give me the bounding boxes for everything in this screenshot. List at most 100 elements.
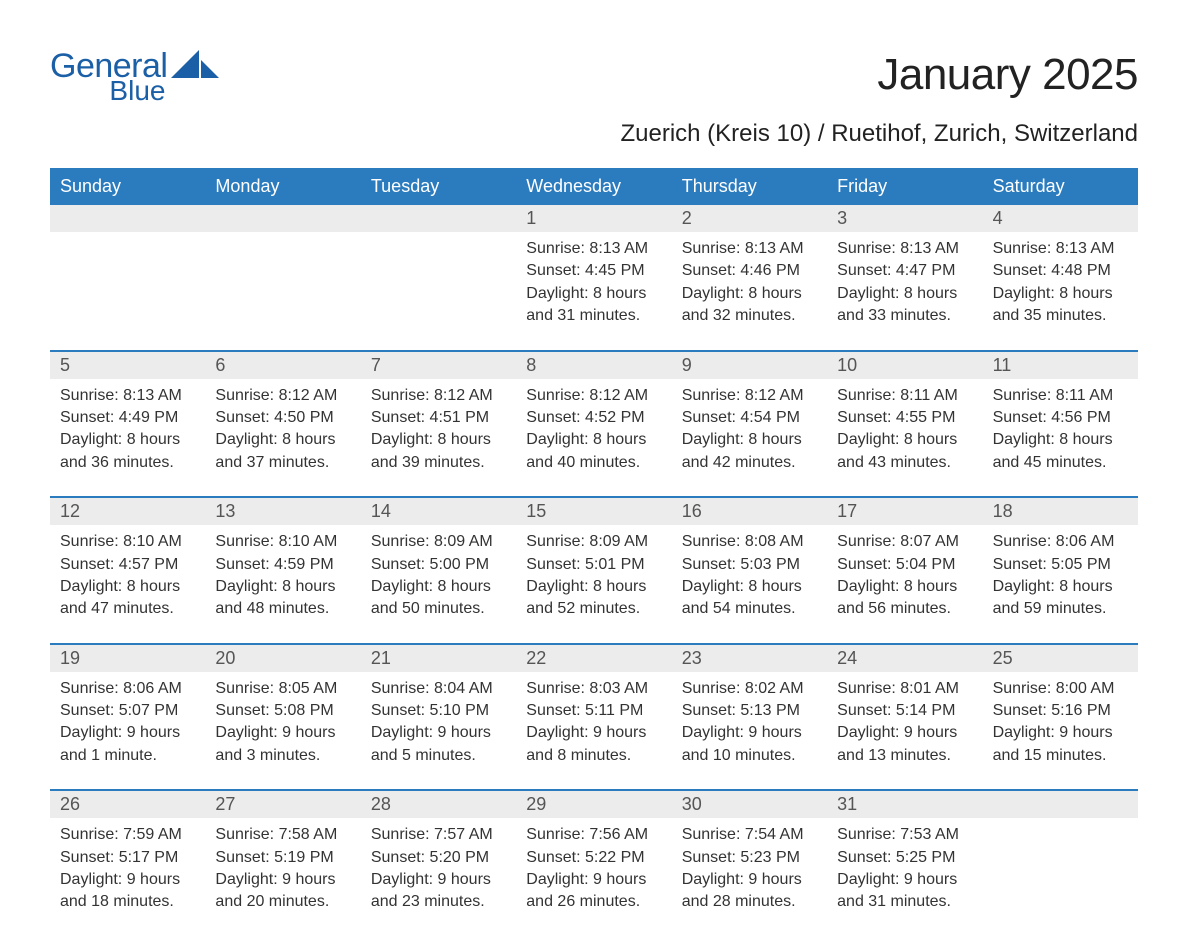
day-cell: Sunrise: 8:13 AMSunset: 4:45 PMDaylight:… bbox=[516, 232, 671, 328]
daylight-text: Daylight: 8 hours bbox=[371, 576, 508, 598]
sunrise-text: Sunrise: 7:54 AM bbox=[682, 824, 819, 846]
day-cell: Sunrise: 8:09 AMSunset: 5:00 PMDaylight:… bbox=[361, 525, 516, 621]
daylight-text: and 32 minutes. bbox=[682, 305, 819, 327]
day-cell: Sunrise: 8:13 AMSunset: 4:46 PMDaylight:… bbox=[672, 232, 827, 328]
daylight-text: Daylight: 8 hours bbox=[682, 429, 819, 451]
week-body-row: Sunrise: 8:10 AMSunset: 4:57 PMDaylight:… bbox=[50, 525, 1138, 643]
sunset-text: Sunset: 5:05 PM bbox=[993, 554, 1130, 576]
day-number: 4 bbox=[983, 205, 1138, 232]
brand-logo-text: General Blue bbox=[50, 50, 167, 105]
sunset-text: Sunset: 5:17 PM bbox=[60, 847, 197, 869]
day-number: 18 bbox=[983, 498, 1138, 525]
week-block: 19202122232425Sunrise: 8:06 AMSunset: 5:… bbox=[50, 643, 1138, 790]
daylight-text: and 37 minutes. bbox=[215, 452, 352, 474]
sunrise-text: Sunrise: 8:05 AM bbox=[215, 678, 352, 700]
day-number: 7 bbox=[361, 352, 516, 379]
day-number: 27 bbox=[205, 791, 360, 818]
sunset-text: Sunset: 4:47 PM bbox=[837, 260, 974, 282]
daylight-text: and 48 minutes. bbox=[215, 598, 352, 620]
sunset-text: Sunset: 5:03 PM bbox=[682, 554, 819, 576]
sunrise-text: Sunrise: 8:12 AM bbox=[371, 385, 508, 407]
sunset-text: Sunset: 5:01 PM bbox=[526, 554, 663, 576]
location-text: Zuerich (Kreis 10) / Ruetihof, Zurich, S… bbox=[620, 120, 1138, 148]
sunrise-text: Sunrise: 8:11 AM bbox=[837, 385, 974, 407]
sunrise-text: Sunrise: 7:57 AM bbox=[371, 824, 508, 846]
sunrise-text: Sunrise: 8:07 AM bbox=[837, 531, 974, 553]
week-body-row: Sunrise: 8:13 AMSunset: 4:49 PM Daylight:… bbox=[50, 379, 1138, 497]
day-cell: Sunrise: 8:01 AMSunset: 5:14 PMDaylight:… bbox=[827, 672, 982, 768]
daylight-text: Daylight: 8 hours bbox=[993, 576, 1130, 598]
day-cell: Sunrise: 8:04 AMSunset: 5:10 PMDaylight:… bbox=[361, 672, 516, 768]
daylight-text: and 43 minutes. bbox=[837, 452, 974, 474]
daylight-text: and 40 minutes. bbox=[526, 452, 663, 474]
day-cell: Sunrise: 8:12 AMSunset: 4:50 PMDaylight:… bbox=[205, 379, 360, 475]
sunrise-text: Sunrise: 7:58 AM bbox=[215, 824, 352, 846]
brand-logo: General Blue bbox=[50, 50, 219, 105]
day-number: 5 bbox=[50, 352, 205, 379]
day-number-row: 262728293031. bbox=[50, 789, 1138, 818]
daylight-text: Daylight: 8 hours bbox=[371, 429, 508, 451]
daylight-text: Daylight: 9 hours bbox=[60, 869, 197, 891]
day-cell: Sunrise: 7:57 AMSunset: 5:20 PMDaylight:… bbox=[361, 818, 516, 914]
day-number: 22 bbox=[516, 645, 671, 672]
day-number: 30 bbox=[672, 791, 827, 818]
day-number: 14 bbox=[361, 498, 516, 525]
weekday-header: Wednesday bbox=[516, 168, 671, 205]
sunset-text: Sunset: 4:48 PM bbox=[993, 260, 1130, 282]
sunset-text: Sunset: 5:04 PM bbox=[837, 554, 974, 576]
sunrise-text: Sunrise: 8:12 AM bbox=[526, 385, 663, 407]
day-cell: Sunrise: 8:07 AMSunset: 5:04 PMDaylight:… bbox=[827, 525, 982, 621]
daylight-text: Daylight: 8 hours bbox=[60, 576, 197, 598]
daylight-text: and 23 minutes. bbox=[371, 891, 508, 913]
sunset-text: Sunset: 5:07 PM bbox=[60, 700, 197, 722]
sunset-text: Sunset: 4:59 PM bbox=[215, 554, 352, 576]
daylight-text: and 1 minute. bbox=[60, 745, 197, 767]
sunrise-text: Sunrise: 8:13 AM bbox=[60, 385, 197, 407]
daylight-text: and 26 minutes. bbox=[526, 891, 663, 913]
sunset-text: Sunset: 4:49 PM bbox=[60, 407, 197, 429]
daylight-text: Daylight: 8 hours bbox=[526, 576, 663, 598]
day-number: 9 bbox=[672, 352, 827, 379]
day-cell: Sunrise: 7:54 AMSunset: 5:23 PMDaylight:… bbox=[672, 818, 827, 914]
sunrise-text: Sunrise: 8:02 AM bbox=[682, 678, 819, 700]
day-number: 11 bbox=[983, 352, 1138, 379]
sunrise-text: Sunrise: 8:03 AM bbox=[526, 678, 663, 700]
weekday-header: Monday bbox=[205, 168, 360, 205]
sunset-text: Sunset: 4:57 PM bbox=[60, 554, 197, 576]
day-number: 2 bbox=[672, 205, 827, 232]
week-body-row: Sunrise: 8:13 AMSunset: 4:45 PMDaylight:… bbox=[50, 232, 1138, 350]
sunset-text: Sunset: 5:11 PM bbox=[526, 700, 663, 722]
day-cell: Sunrise: 8:12 AMSunset: 4:51 PMDaylight:… bbox=[361, 379, 516, 475]
sunset-text: Sunset: 5:08 PM bbox=[215, 700, 352, 722]
day-number-row: 567891011 bbox=[50, 350, 1138, 379]
week-block: 567891011 Sunrise: 8:13 AMSunset: 4:49 PM… bbox=[50, 350, 1138, 497]
day-number-row: 19202122232425 bbox=[50, 643, 1138, 672]
day-number: 20 bbox=[205, 645, 360, 672]
daylight-text: Daylight: 8 hours bbox=[215, 576, 352, 598]
sunrise-text: Sunrise: 8:06 AM bbox=[993, 531, 1130, 553]
daylight-text: Daylight: 9 hours bbox=[682, 869, 819, 891]
day-number: 15 bbox=[516, 498, 671, 525]
day-cell: Sunrise: 8:06 AMSunset: 5:05 PMDaylight:… bbox=[983, 525, 1138, 621]
day-cell: Sunrise: 8:13 AMSunset: 4:49 PMDaylight:… bbox=[50, 379, 205, 475]
daylight-text: and 3 minutes. bbox=[215, 745, 352, 767]
daylight-text: and 20 minutes. bbox=[215, 891, 352, 913]
sunset-text: Sunset: 5:22 PM bbox=[526, 847, 663, 869]
sunset-text: Sunset: 4:46 PM bbox=[682, 260, 819, 282]
day-cell: Sunrise: 8:10 AMSunset: 4:57 PMDaylight:… bbox=[50, 525, 205, 621]
sunset-text: Sunset: 4:55 PM bbox=[837, 407, 974, 429]
sunset-text: Sunset: 5:16 PM bbox=[993, 700, 1130, 722]
day-number: 21 bbox=[361, 645, 516, 672]
daylight-text: Daylight: 8 hours bbox=[526, 429, 663, 451]
header: General Blue January 2025 Zuerich (Kreis… bbox=[50, 50, 1138, 162]
day-cell: Sunrise: 7:59 AMSunset: 5:17 PMDaylight:… bbox=[50, 818, 205, 914]
day-cell: Sunrise: 8:12 AMSunset: 4:52 PMDaylight:… bbox=[516, 379, 671, 475]
day-cell: Sunrise: 8:13 AMSunset: 4:47 PMDaylight:… bbox=[827, 232, 982, 328]
day-number: 10 bbox=[827, 352, 982, 379]
week-block: ...1234Sunrise: 8:13 AMSunset: 4:45 PMDa… bbox=[50, 205, 1138, 350]
weekday-header: Thursday bbox=[672, 168, 827, 205]
sunrise-text: Sunrise: 8:12 AM bbox=[682, 385, 819, 407]
day-number: 28 bbox=[361, 791, 516, 818]
sunset-text: Sunset: 4:51 PM bbox=[371, 407, 508, 429]
daylight-text: Daylight: 9 hours bbox=[371, 869, 508, 891]
